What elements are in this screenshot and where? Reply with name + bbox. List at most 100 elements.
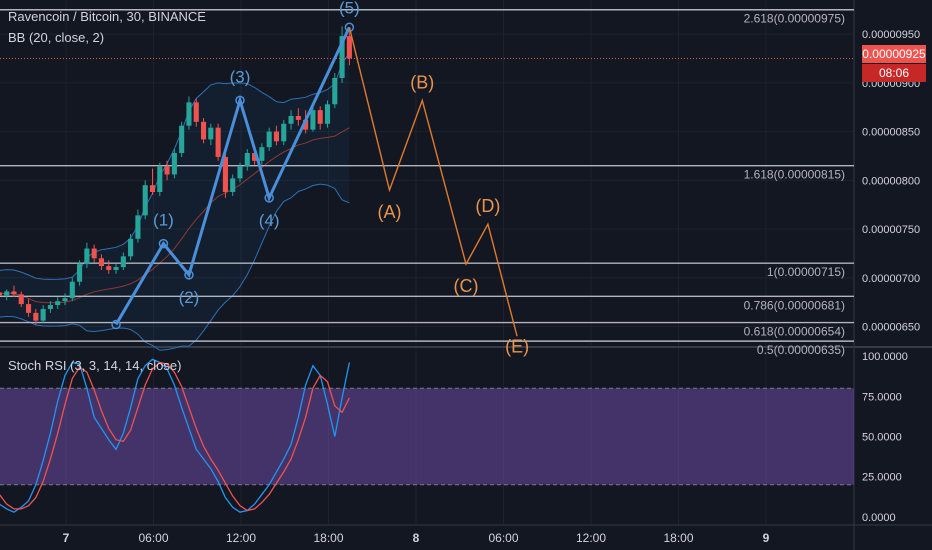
projection-label: (C) [454, 276, 479, 296]
candle-body [171, 153, 177, 175]
candle-body [208, 127, 214, 140]
price-tick-label: 0.00000750 [862, 224, 920, 236]
fib-level-label: 1.618(0.00000815) [744, 168, 845, 182]
bb-indicator-label[interactable]: BB (20, close, 2) [8, 30, 105, 45]
candle-body [244, 153, 250, 167]
candle-body [288, 115, 294, 124]
projection-label: (D) [475, 196, 500, 216]
candle-body [113, 267, 119, 270]
wave-point [264, 193, 274, 203]
candle-body [200, 121, 207, 140]
candle-body [11, 291, 17, 295]
candle-body [120, 256, 126, 268]
stoch-band-fill [0, 388, 854, 485]
candle-body [149, 185, 156, 193]
candle-body [157, 166, 163, 193]
time-tick-label: 9 [763, 531, 770, 545]
elliott-wave-line [114, 26, 351, 326]
candle-body [222, 156, 228, 193]
candle-body [252, 153, 258, 161]
chart-title: Ravencoin / Bitcoin, 30, BINANCE [8, 9, 206, 24]
projection-label: (B) [410, 72, 434, 92]
bb-upper-line [0, 52, 350, 280]
candle-body [40, 308, 46, 321]
bb-fill [0, 52, 350, 351]
wave-point [344, 22, 355, 33]
candle-body [215, 127, 221, 157]
stoch-tick-label: 100.0000 [862, 351, 908, 363]
candle-body [69, 281, 75, 299]
price-tick-label: 0.00000800 [862, 175, 920, 187]
projection-label: (E) [505, 336, 529, 356]
wave-label: (4) [259, 211, 280, 230]
stoch-tick-label: 0.0000 [862, 512, 896, 524]
fib-level-label: 2.618(0.00000975) [744, 12, 845, 26]
wave-point [111, 319, 121, 330]
candle-body [47, 305, 53, 309]
candle-body [0, 292, 2, 296]
wave-label: (5) [339, 0, 360, 17]
candle-body [339, 36, 345, 78]
candle-body [18, 294, 24, 305]
stoch-series-line [0, 358, 351, 513]
candle-body [135, 215, 141, 239]
candle-body [332, 77, 338, 105]
countdown-badge: 08:06 [862, 64, 926, 82]
current-price-badge: 0.00000925 [862, 45, 926, 63]
candle-body [324, 104, 331, 124]
candle-body [186, 102, 192, 126]
wave-point [158, 238, 169, 249]
time-tick-label: 18:00 [313, 531, 343, 545]
fib-level-label: 0.618(0.00000654) [744, 325, 845, 339]
time-tick-label: 06:00 [488, 531, 518, 545]
stoch-tick-label: 75.0000 [862, 391, 902, 403]
wave-point [184, 270, 194, 280]
candle-body [310, 110, 316, 130]
fib-level-label: 1(0.00000715) [767, 265, 845, 279]
price-tick-label: 0.00000850 [862, 127, 920, 139]
stoch-rsi-label[interactable]: Stoch RSI (3, 3, 14, 14, close) [8, 358, 182, 373]
candle-body [25, 304, 32, 313]
candle-body [317, 110, 323, 124]
candle-body [4, 291, 10, 296]
time-tick-label: 18:00 [663, 531, 693, 545]
price-tick-label: 0.00000700 [862, 273, 920, 285]
stoch-tick-label: 50.0000 [862, 432, 902, 444]
candle-body [84, 248, 90, 265]
wave-label: (2) [179, 288, 200, 307]
candle-body [62, 298, 68, 302]
bb-lower-line [0, 183, 350, 351]
wave-point [235, 95, 245, 106]
candle-body [266, 131, 272, 148]
candle-body [295, 115, 301, 120]
candle-body [128, 238, 134, 257]
price-tick-label: 0.00000650 [862, 322, 920, 334]
time-tick-label: 12:00 [576, 531, 606, 545]
candle-body [237, 166, 243, 179]
candle-body [91, 248, 97, 259]
stoch-tick-label: 25.0000 [862, 472, 902, 484]
wave-label: (1) [153, 211, 174, 230]
candle-body [193, 102, 199, 122]
candle-body [33, 312, 39, 321]
candle-body [346, 36, 352, 59]
candle-body [281, 123, 287, 142]
projection-wave-line [348, 27, 518, 337]
time-tick-label: 8 [413, 531, 420, 545]
candle-body [303, 119, 309, 130]
candle-body [230, 178, 236, 193]
candle-body [259, 147, 265, 161]
price-tick-label: 0.00000950 [862, 29, 920, 41]
candle-body [142, 185, 148, 216]
fib-level-label: 0.5(0.00000635) [757, 343, 845, 357]
candle-body [77, 264, 83, 282]
candle-body [98, 258, 105, 267]
candle-body [106, 266, 112, 270]
time-tick-label: 7 [63, 531, 70, 545]
candle-body [179, 125, 185, 154]
stoch-series-line [0, 361, 350, 512]
wave-label: (3) [230, 67, 251, 86]
fib-level-label: 0.786(0.00000681) [744, 298, 845, 312]
